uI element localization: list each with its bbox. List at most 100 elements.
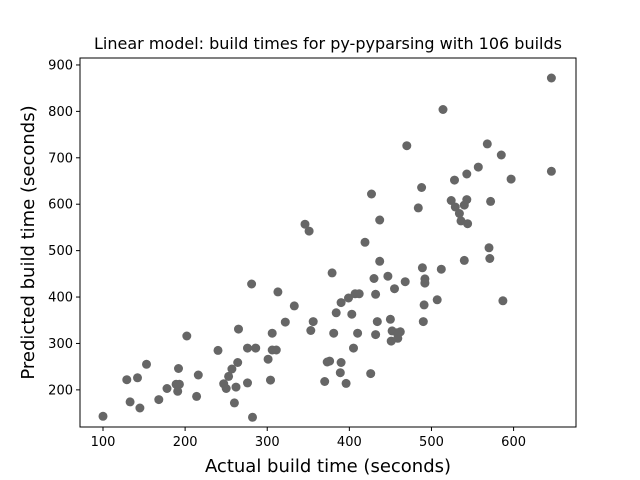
data-point-48 xyxy=(336,298,346,308)
data-point-62 xyxy=(371,289,381,299)
data-point-44 xyxy=(327,268,337,278)
data-point-9 xyxy=(173,386,183,396)
data-point-33 xyxy=(271,345,281,355)
data-point-78 xyxy=(417,263,427,273)
data-point-24 xyxy=(243,378,252,388)
data-point-88 xyxy=(450,202,460,212)
data-point-97 xyxy=(482,139,492,149)
data-point-65 xyxy=(375,256,385,266)
data-point-52 xyxy=(347,309,357,319)
data-point-60 xyxy=(369,274,379,283)
y-tick-label: 400 xyxy=(48,291,73,306)
data-point-80 xyxy=(419,300,429,310)
data-point-84 xyxy=(436,264,446,274)
data-point-17 xyxy=(221,384,231,393)
data-point-11 xyxy=(174,379,184,389)
data-point-82 xyxy=(420,274,430,284)
data-point-96 xyxy=(473,162,483,172)
data-point-26 xyxy=(247,279,257,289)
x-tick-label: 200 xyxy=(173,435,198,450)
data-point-77 xyxy=(417,183,427,192)
x-tick-label: 600 xyxy=(501,435,526,450)
data-point-34 xyxy=(273,287,283,297)
x-axis-label: Actual build time (seconds) xyxy=(205,456,451,477)
data-point-73 xyxy=(395,327,405,337)
data-point-13 xyxy=(192,391,202,401)
data-point-30 xyxy=(266,375,275,385)
data-point-76 xyxy=(413,203,423,213)
data-point-45 xyxy=(329,328,339,338)
data-point-41 xyxy=(320,377,330,386)
data-point-93 xyxy=(462,169,472,179)
data-point-89 xyxy=(454,209,464,218)
data-point-99 xyxy=(485,254,495,263)
data-point-63 xyxy=(372,317,382,327)
data-point-91 xyxy=(459,255,469,265)
data-point-47 xyxy=(335,368,345,378)
y-tick-label: 500 xyxy=(48,244,73,259)
data-point-28 xyxy=(251,343,261,353)
y-tick-label: 200 xyxy=(48,383,73,398)
data-point-39 xyxy=(306,326,316,335)
y-tick-label: 800 xyxy=(48,105,73,120)
data-point-95 xyxy=(463,219,473,229)
data-point-100 xyxy=(486,196,496,206)
data-point-19 xyxy=(227,364,237,374)
x-tick-label: 400 xyxy=(337,435,362,450)
data-point-5 xyxy=(142,359,151,369)
y-tick-label: 900 xyxy=(48,58,73,73)
data-point-70 xyxy=(390,284,399,294)
data-point-85 xyxy=(438,105,448,114)
data-point-3 xyxy=(133,373,142,383)
data-point-101 xyxy=(496,150,506,160)
data-point-83 xyxy=(432,295,442,305)
data-point-104 xyxy=(546,73,556,83)
data-point-86 xyxy=(446,196,456,205)
data-point-75 xyxy=(402,141,412,151)
data-point-4 xyxy=(135,403,145,413)
data-point-21 xyxy=(231,382,241,392)
y-tick-label: 300 xyxy=(48,337,73,352)
data-point-102 xyxy=(498,296,508,306)
data-point-56 xyxy=(354,289,364,299)
data-point-58 xyxy=(366,369,376,379)
data-point-103 xyxy=(506,174,516,184)
data-point-37 xyxy=(300,219,310,229)
data-point-15 xyxy=(213,345,223,355)
data-point-6 xyxy=(154,395,164,405)
data-point-29 xyxy=(263,354,273,364)
y-tick-label: 700 xyxy=(48,151,73,166)
y-axis-label: Predicted build time (seconds) xyxy=(18,105,39,379)
data-point-105 xyxy=(546,166,556,176)
x-tick-label: 300 xyxy=(255,435,280,450)
data-point-2 xyxy=(125,397,135,407)
data-point-59 xyxy=(367,189,376,199)
data-point-49 xyxy=(336,358,346,367)
data-point-66 xyxy=(383,271,393,281)
y-axis-ticks: 200 300 400 500 600 700 800 900 xyxy=(48,58,80,398)
data-point-7 xyxy=(162,384,172,393)
data-point-87 xyxy=(450,175,459,185)
data-points xyxy=(98,73,556,422)
x-tick-label: 100 xyxy=(91,435,116,450)
data-point-94 xyxy=(462,195,472,205)
x-axis-ticks: 100 200 300 400 500 600 xyxy=(91,427,526,450)
data-point-64 xyxy=(375,215,385,225)
data-point-0 xyxy=(98,411,108,421)
data-point-67 xyxy=(385,314,395,324)
axes-frame xyxy=(79,57,577,428)
data-point-23 xyxy=(234,324,243,334)
data-point-18 xyxy=(224,371,234,381)
data-point-22 xyxy=(233,358,243,367)
data-point-1 xyxy=(122,375,132,385)
data-point-55 xyxy=(353,328,363,338)
data-point-20 xyxy=(229,398,239,408)
data-point-14 xyxy=(193,370,203,380)
data-point-31 xyxy=(267,328,277,338)
data-point-61 xyxy=(371,330,381,340)
x-tick-label: 500 xyxy=(419,435,444,450)
data-point-43 xyxy=(325,356,335,366)
data-point-12 xyxy=(182,331,192,341)
data-point-74 xyxy=(400,277,410,287)
